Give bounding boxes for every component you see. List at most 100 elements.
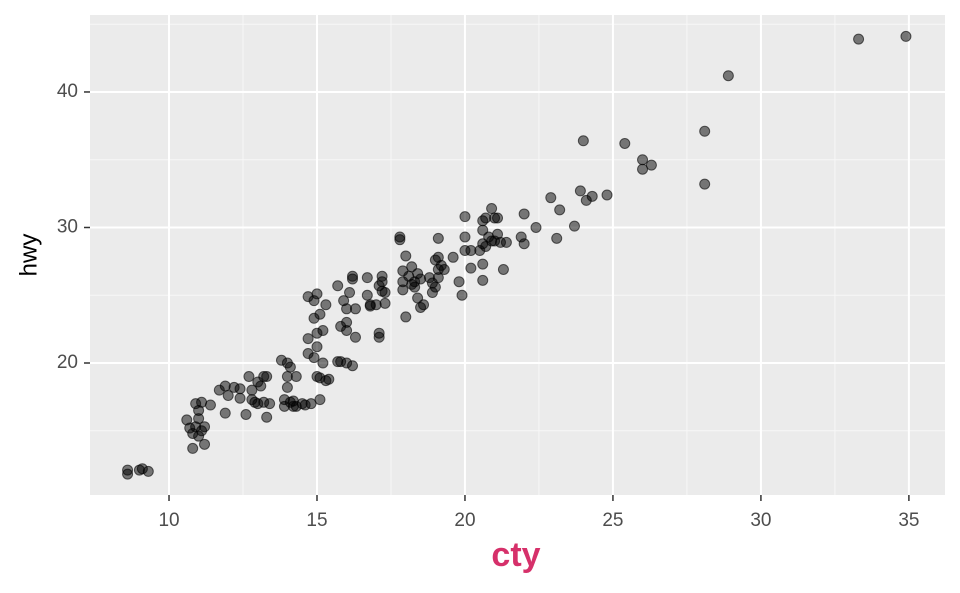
point [314, 308, 326, 320]
point [332, 280, 344, 292]
point [586, 190, 598, 202]
point [373, 331, 385, 343]
point [284, 361, 296, 373]
point [219, 380, 231, 392]
point [518, 238, 530, 250]
x-tick-label: 10 [158, 510, 179, 531]
point [308, 352, 320, 364]
point [261, 371, 273, 383]
point [122, 468, 134, 480]
point [311, 288, 323, 300]
x-axis-title: cty [491, 536, 540, 574]
point [243, 371, 255, 383]
point [619, 137, 631, 149]
point [264, 398, 276, 410]
point [601, 189, 613, 201]
point [347, 360, 359, 372]
point [379, 297, 391, 309]
point [261, 411, 273, 423]
point [518, 208, 530, 220]
point [199, 438, 211, 450]
point [234, 383, 246, 395]
point [447, 251, 459, 263]
point [900, 30, 912, 42]
point [699, 178, 711, 190]
point [349, 303, 361, 315]
y-tick-label: 40 [57, 81, 78, 102]
point [453, 276, 465, 288]
point [432, 264, 444, 276]
point [222, 390, 234, 402]
x-tick-label: 15 [306, 510, 327, 531]
point [492, 212, 504, 224]
point [305, 398, 317, 410]
point [364, 299, 376, 311]
point [246, 384, 258, 396]
point [349, 331, 361, 343]
point [332, 356, 344, 368]
y-axis-title: hwy [15, 234, 42, 277]
point [486, 203, 498, 215]
point [290, 371, 302, 383]
point [551, 232, 563, 244]
point [426, 277, 438, 289]
point [545, 192, 557, 204]
point [361, 289, 373, 301]
point [341, 324, 353, 336]
point [376, 276, 388, 288]
point [379, 287, 391, 299]
x-tick-label: 30 [750, 510, 771, 531]
point [568, 220, 580, 232]
point [645, 159, 657, 171]
point [394, 231, 406, 243]
point [320, 299, 332, 311]
point [465, 262, 477, 274]
y-tick-label: 20 [57, 352, 78, 373]
point [193, 404, 205, 416]
x-tick-label: 25 [602, 510, 623, 531]
point [142, 465, 154, 477]
point [199, 421, 211, 433]
point [400, 250, 412, 262]
point [459, 231, 471, 243]
y-tick-label: 30 [57, 217, 78, 238]
point [400, 311, 412, 323]
point [311, 341, 323, 353]
point [255, 380, 267, 392]
point [500, 236, 512, 248]
point [361, 272, 373, 284]
point [577, 135, 589, 147]
point [240, 409, 252, 421]
panel-background [90, 15, 945, 495]
point [281, 381, 293, 393]
point [344, 287, 356, 299]
point [317, 324, 329, 336]
point [853, 33, 865, 45]
point [432, 251, 444, 263]
point [486, 235, 498, 247]
point [456, 289, 468, 301]
point [317, 357, 329, 369]
point [497, 264, 509, 276]
point [432, 232, 444, 244]
point [412, 292, 424, 304]
point [302, 333, 314, 345]
x-tick-label: 20 [454, 510, 475, 531]
point [187, 442, 199, 454]
point [637, 154, 649, 166]
point [459, 211, 471, 223]
point [477, 258, 489, 270]
point [397, 265, 409, 277]
point [204, 399, 216, 411]
point [409, 281, 421, 293]
point [722, 70, 734, 82]
x-tick-label: 35 [898, 510, 919, 531]
point [314, 394, 326, 406]
point [219, 407, 231, 419]
point [530, 221, 542, 233]
point [347, 273, 359, 285]
point [554, 204, 566, 216]
point [234, 392, 246, 404]
point [699, 125, 711, 137]
